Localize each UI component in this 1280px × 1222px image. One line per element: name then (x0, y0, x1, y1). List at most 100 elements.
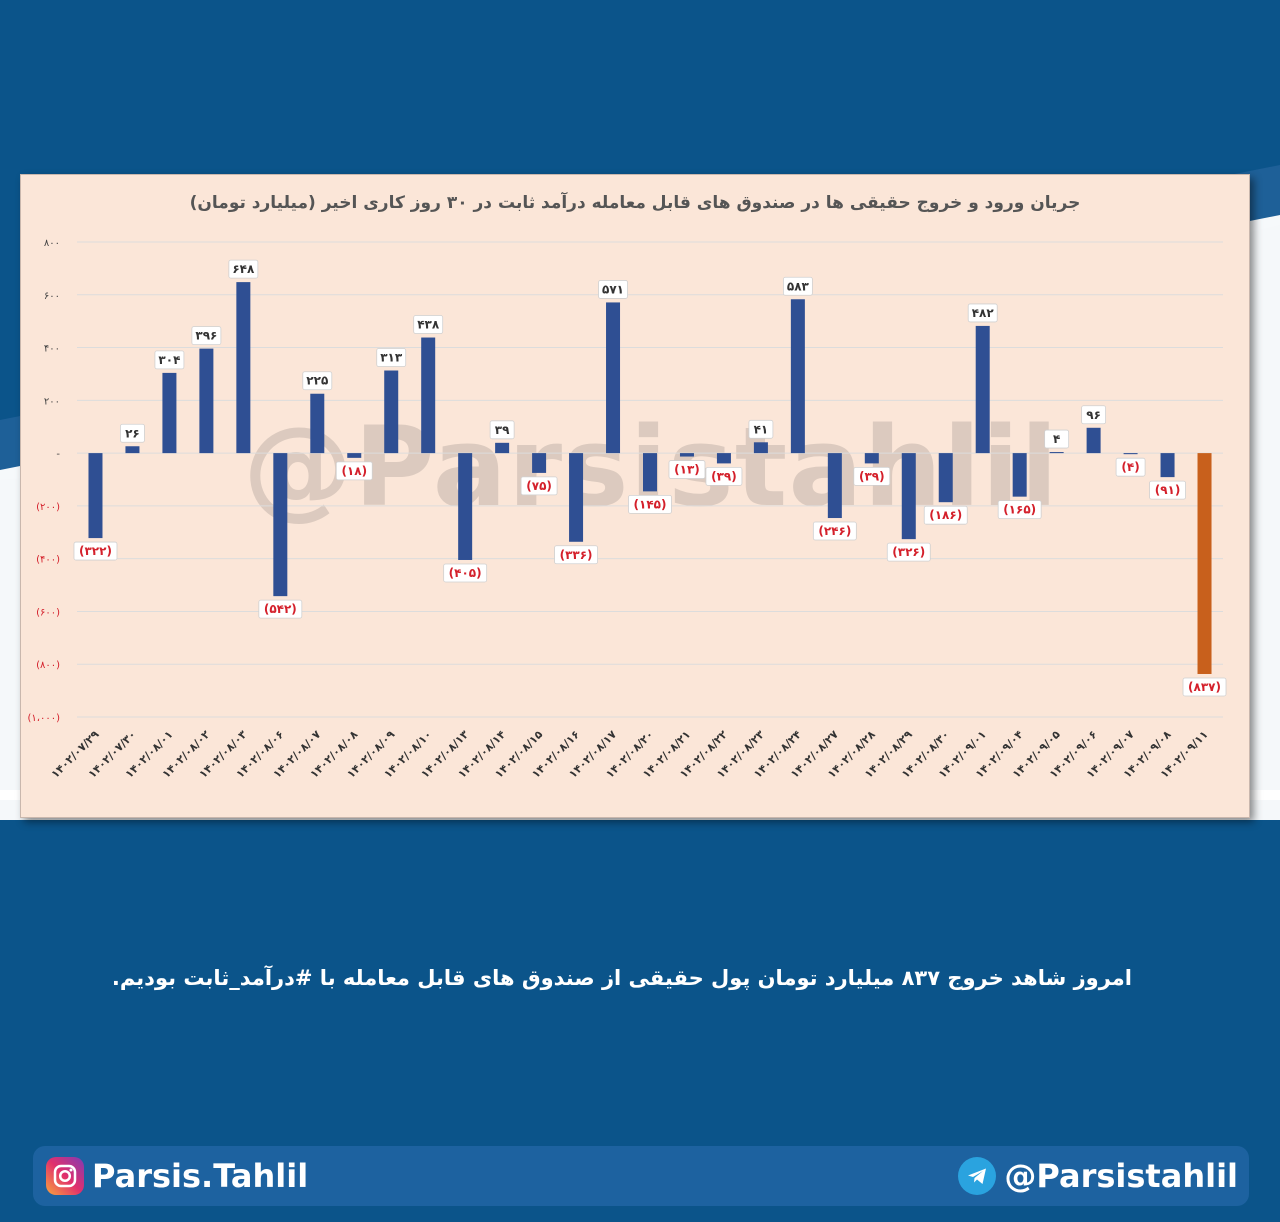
data-label-box (1115, 457, 1146, 477)
y-tick-label: ۴۰۰ (44, 344, 60, 355)
bar (532, 453, 547, 473)
data-label-box (554, 545, 598, 565)
bar (569, 453, 584, 542)
data-label-box (705, 467, 743, 486)
data-label: (۱۶۵) (1003, 503, 1036, 517)
bar (790, 299, 805, 454)
data-label-box (520, 476, 558, 496)
data-label: (۳۹) (711, 469, 737, 483)
bar (827, 453, 842, 519)
instagram-handle-link[interactable]: Parsis.Tahlil (46, 1156, 308, 1196)
data-label: (۱۳) (674, 463, 700, 477)
data-label: ۹۶ (1086, 408, 1101, 422)
bar (1123, 453, 1138, 455)
bar (679, 453, 694, 457)
y-tick-label: (۲۰۰) (36, 502, 60, 513)
data-label-box (154, 350, 185, 370)
bar (864, 453, 879, 464)
data-label-box (376, 348, 407, 367)
data-label-box (886, 542, 931, 562)
data-label: ۳۹ (495, 423, 510, 437)
data-label: (۱۸) (341, 464, 367, 478)
bar (162, 372, 177, 454)
data-label: (۱۸۶) (929, 508, 962, 522)
data-label-box (413, 315, 444, 334)
bar (643, 453, 657, 492)
data-label-box (302, 371, 333, 391)
chart-title: جریان ورود و خروج حقیقی ها در صندوق های … (189, 193, 1081, 213)
data-label: (۹۱) (1155, 483, 1181, 497)
bar (421, 337, 436, 454)
y-tick-label: ۶۰۰ (44, 291, 60, 302)
data-label: ۵۸۳ (787, 279, 810, 293)
data-label: ۲۶ (125, 426, 140, 440)
data-label: ۴۸۲ (972, 306, 995, 320)
caption-text: امروز شاهد خروج ۸۳۷ میلیارد تومان پول حق… (111, 966, 1132, 990)
data-label: (۸۳۷) (1188, 680, 1221, 694)
bar (938, 453, 953, 503)
y-tick-label: ۲۰۰ (44, 396, 60, 407)
y-tick-label: ۸۰۰ (44, 238, 60, 249)
bar (901, 453, 916, 540)
data-label: ۴۱ (754, 422, 769, 436)
bar (753, 442, 768, 454)
data-label-box (997, 500, 1042, 520)
bar (1012, 453, 1027, 497)
data-label: (۳۲۶) (892, 545, 925, 559)
data-label-box (598, 280, 628, 299)
data-label: (۱۴۵) (634, 497, 667, 511)
data-label: ۲۲۵ (306, 374, 328, 388)
telegram-handle-text: @Parsistahlil (1004, 1157, 1238, 1195)
data-label: (۳۲۲) (79, 544, 112, 558)
bar (1049, 452, 1064, 454)
data-label: ۴ (1053, 432, 1060, 446)
data-label-box (335, 461, 373, 481)
bar (606, 302, 621, 454)
telegram-icon (958, 1157, 997, 1195)
bar (347, 453, 362, 458)
chart-panel: جریان ورود و خروج حقیقی ها در صندوق های … (20, 174, 1250, 818)
bar (384, 370, 399, 454)
data-label-box (258, 599, 303, 619)
bar (458, 453, 473, 560)
data-label-box (782, 276, 813, 296)
data-label-box (812, 521, 857, 541)
bar (1086, 427, 1101, 454)
data-label: (۲۴۶) (818, 524, 851, 538)
bar (1160, 453, 1175, 478)
data-label-box (923, 505, 968, 525)
y-tick-label: (۶۰۰) (36, 607, 60, 618)
bar (310, 393, 325, 454)
data-label: (۴) (1121, 460, 1139, 474)
data-label: (۳۳۶) (560, 548, 593, 562)
data-label: (۴۰۵) (449, 566, 482, 580)
data-label-box (73, 541, 118, 561)
y-tick-label: - (56, 449, 60, 460)
data-label-box (228, 259, 259, 279)
data-label: ۳۱۳ (380, 351, 403, 365)
data-label: ۳۰۴ (158, 353, 180, 367)
y-tick-label: (۱،۰۰۰) (27, 713, 60, 724)
instagram-handle-text: Parsis.Tahlil (92, 1157, 309, 1195)
bar (975, 325, 990, 454)
data-label: ۵۷۱ (602, 282, 624, 296)
bar (88, 453, 103, 539)
data-label-box (1182, 677, 1227, 697)
bar (716, 453, 731, 464)
telegram-handle-link[interactable]: @Parsistahlil (958, 1156, 1238, 1196)
bar-chart: ۸۰۰ ۶۰۰ ۴۰۰ ۲۰۰ - (۲۰۰) (۴۰۰) (۶۰۰) (۸۰۰) (۱،۰۰۰)… (27, 238, 1227, 781)
bar (236, 282, 251, 454)
data-label-box (668, 460, 706, 479)
data-label-box (1081, 405, 1107, 425)
data-label: ۳۹۶ (195, 329, 217, 343)
bar (199, 348, 214, 454)
data-label-box (748, 419, 774, 439)
instagram-icon (46, 1157, 84, 1195)
bar (1197, 453, 1212, 674)
data-label-box (628, 494, 672, 514)
bar (273, 453, 288, 597)
data-label-box (1044, 429, 1070, 449)
data-label-box (853, 467, 891, 486)
data-label: ۶۴۸ (232, 262, 255, 276)
data-label-box (443, 563, 488, 583)
